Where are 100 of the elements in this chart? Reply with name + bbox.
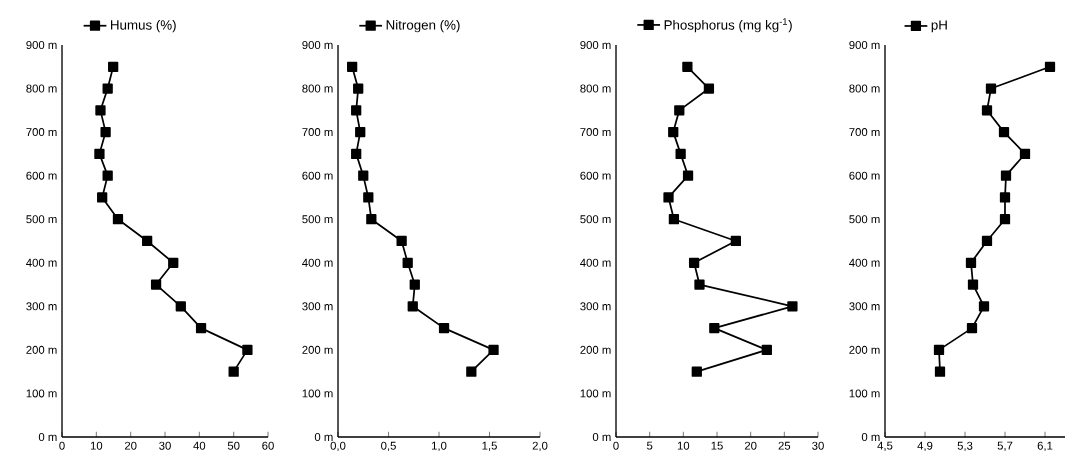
y-tick-label: 300 m <box>580 302 611 311</box>
x-tick-label: 5,7 <box>997 441 1013 451</box>
point <box>933 344 945 356</box>
point <box>95 105 106 116</box>
y-tick-label: 900 m <box>849 40 880 49</box>
point <box>353 83 364 94</box>
point <box>142 235 153 247</box>
x-tick-label: 5,3 <box>957 441 973 452</box>
y-tick-label: 700 m <box>26 128 57 137</box>
point <box>999 192 1011 203</box>
y-tick-label: 400 m <box>26 258 57 267</box>
x-tick-label: 10 <box>90 441 103 450</box>
y-tick-label: 200 m <box>849 345 880 354</box>
point <box>402 257 413 268</box>
x-tick-label: 40 <box>193 441 206 450</box>
x-tick-label: 60 <box>262 441 274 450</box>
legend-label: Phosphorus (mg kg$^{-1}$) <box>664 18 792 33</box>
y-tick-label: 0 m <box>861 432 880 441</box>
point <box>1044 61 1056 72</box>
point <box>396 235 407 247</box>
point <box>94 148 105 160</box>
y-tick-label: 0 m <box>592 432 611 441</box>
point <box>195 322 207 334</box>
point <box>351 105 362 116</box>
y-tick-label: 700 m <box>302 128 333 137</box>
x-tick-label: 25 <box>778 441 791 450</box>
y-tick-label: 700 m <box>849 128 880 137</box>
point <box>366 214 377 225</box>
point <box>668 214 680 225</box>
point <box>703 83 715 94</box>
point <box>351 148 362 160</box>
x-tick-label: 10 <box>677 441 690 450</box>
point <box>347 61 358 72</box>
x-tick-label: 1,5 <box>482 441 497 451</box>
y-tick-label: 600 m <box>302 171 333 180</box>
point <box>691 366 702 377</box>
point <box>965 257 977 268</box>
y-tick-label: 400 m <box>302 258 333 267</box>
y-tick-label: 300 m <box>302 302 333 311</box>
point <box>981 105 993 116</box>
x-tick-label: 6,1 <box>1037 441 1053 452</box>
y-tick-label: 0 m <box>314 432 333 441</box>
point <box>407 301 418 312</box>
y-tick-label: 400 m <box>849 258 880 267</box>
point <box>100 126 111 138</box>
y-tick-label: 200 m <box>580 345 611 354</box>
point <box>761 344 772 356</box>
x-tick-label: 20 <box>744 441 757 450</box>
point <box>668 126 679 138</box>
x-tick-label: 4,5 <box>877 441 893 451</box>
point <box>663 192 674 203</box>
y-tick-label: 500 m <box>849 215 880 224</box>
y-tick-label: 600 m <box>580 171 611 180</box>
point <box>97 192 108 203</box>
point <box>228 366 239 377</box>
point <box>675 148 686 160</box>
x-tick-label: 2,0 <box>532 441 548 452</box>
point <box>978 301 990 312</box>
point <box>358 170 369 181</box>
point <box>999 214 1011 225</box>
point <box>102 83 113 94</box>
point <box>112 214 124 225</box>
y-tick-label: 100 m <box>580 389 611 398</box>
y-tick-label: 600 m <box>26 171 57 180</box>
x-tick-label: 0 <box>59 441 65 450</box>
y-tick-label: 800 m <box>26 84 57 93</box>
y-tick-label: 100 m <box>26 389 57 398</box>
y-tick-label: 500 m <box>302 215 333 224</box>
legend-label: Nitrogen (%) <box>386 19 460 33</box>
x-tick-label: 0,0 <box>330 441 346 452</box>
point <box>787 301 798 312</box>
x-tick-label: 15 <box>711 441 723 450</box>
y-tick-label: 400 m <box>580 258 611 267</box>
x-tick-label: 20 <box>124 441 137 450</box>
y-tick-label: 0 m <box>38 432 57 441</box>
x-tick-label: 30 <box>159 441 171 450</box>
point <box>1000 170 1012 181</box>
y-tick-label: 500 m <box>26 215 57 224</box>
legend-label: pH <box>931 20 947 33</box>
point <box>981 235 993 247</box>
point <box>438 322 450 334</box>
point <box>688 257 700 268</box>
y-tick-label: 500 m <box>580 215 611 224</box>
y-tick-label: 200 m <box>302 345 333 354</box>
y-tick-label: 600 m <box>849 171 880 180</box>
point <box>363 192 374 203</box>
point <box>466 366 477 377</box>
legend-label: Humus (%) <box>111 19 176 33</box>
point <box>934 366 946 377</box>
point <box>674 105 685 116</box>
point <box>108 61 119 72</box>
point <box>150 279 162 290</box>
point <box>730 235 741 247</box>
x-tick-label: 4,9 <box>917 441 933 452</box>
x-tick-label: 0,5 <box>381 441 396 452</box>
point <box>175 301 186 312</box>
y-tick-label: 800 m <box>849 84 880 93</box>
x-tick-label: 5 <box>646 441 653 450</box>
y-tick-label: 800 m <box>302 84 333 93</box>
point <box>709 322 720 334</box>
